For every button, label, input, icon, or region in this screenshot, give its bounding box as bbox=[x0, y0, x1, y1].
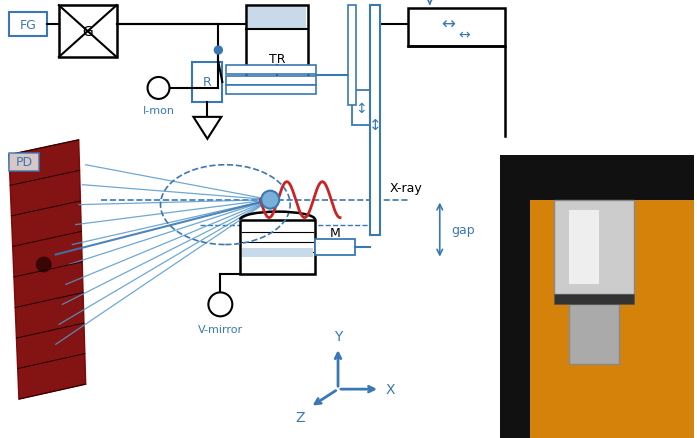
Text: X: X bbox=[385, 382, 395, 396]
Bar bbox=[569, 305, 619, 364]
Text: M: M bbox=[330, 226, 341, 240]
Polygon shape bbox=[9, 141, 86, 399]
Text: gap: gap bbox=[452, 223, 475, 237]
Bar bbox=[554, 200, 634, 295]
Text: ↕: ↕ bbox=[369, 118, 381, 133]
Bar bbox=[9, 13, 47, 37]
Bar bbox=[500, 155, 530, 438]
Bar bbox=[227, 77, 316, 86]
Circle shape bbox=[148, 78, 169, 100]
Text: ↕: ↕ bbox=[355, 101, 367, 115]
Text: TR: TR bbox=[269, 53, 286, 65]
Text: Y: Y bbox=[334, 329, 342, 343]
Polygon shape bbox=[408, 47, 505, 137]
Bar bbox=[408, 9, 505, 47]
Bar bbox=[370, 6, 380, 235]
Bar bbox=[500, 155, 694, 200]
Bar bbox=[243, 248, 313, 258]
Bar bbox=[227, 66, 316, 75]
Bar bbox=[315, 240, 355, 255]
Bar bbox=[352, 91, 370, 126]
Circle shape bbox=[36, 257, 52, 273]
Text: R: R bbox=[203, 76, 212, 89]
Bar bbox=[59, 6, 116, 58]
Bar bbox=[500, 155, 694, 438]
Text: ↔: ↔ bbox=[459, 28, 470, 42]
Bar bbox=[9, 153, 39, 171]
Bar bbox=[348, 6, 356, 106]
Circle shape bbox=[261, 191, 279, 209]
Bar bbox=[240, 220, 315, 275]
Text: FG: FG bbox=[20, 18, 36, 32]
Bar bbox=[192, 63, 222, 102]
Text: V-mirror: V-mirror bbox=[198, 325, 243, 335]
Bar bbox=[227, 86, 316, 95]
Bar bbox=[554, 295, 634, 305]
Bar bbox=[248, 8, 306, 30]
Bar bbox=[569, 210, 599, 285]
Bar bbox=[246, 6, 308, 84]
Text: X-ray: X-ray bbox=[390, 182, 422, 195]
Circle shape bbox=[215, 47, 222, 55]
Polygon shape bbox=[194, 117, 222, 139]
Text: PD: PD bbox=[15, 156, 33, 169]
Text: ↔: ↔ bbox=[441, 16, 455, 34]
Text: Z: Z bbox=[296, 410, 305, 424]
Circle shape bbox=[208, 293, 232, 317]
Text: G: G bbox=[82, 25, 93, 39]
Text: I-mon: I-mon bbox=[142, 106, 174, 116]
